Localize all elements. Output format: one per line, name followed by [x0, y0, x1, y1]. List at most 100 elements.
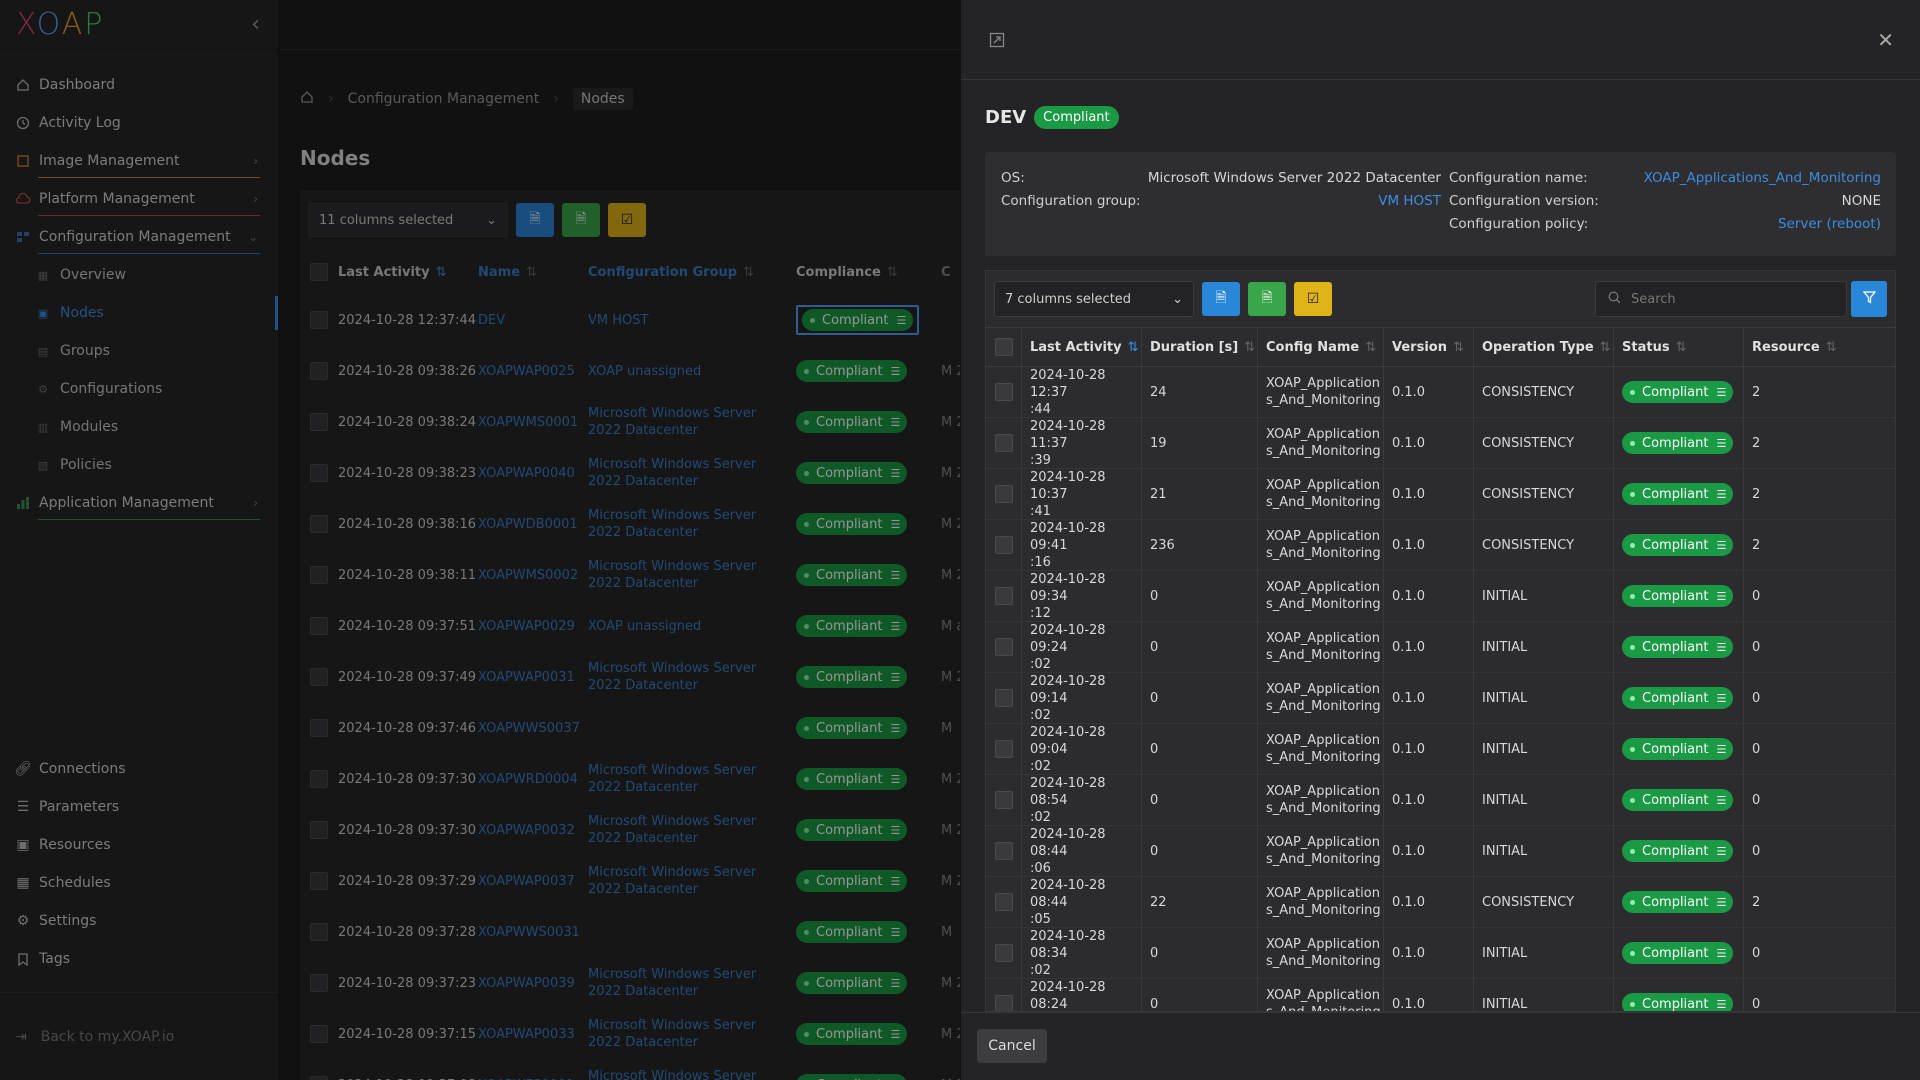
table-row[interactable]: 2024-10-28 09:14:02 0 XOAP_Application s_An… [986, 673, 1895, 724]
compliance-badge[interactable]: Compliant ☰ [1622, 993, 1734, 1011]
compliance-badge[interactable]: Compliant ☰ [796, 717, 908, 739]
node-name-link[interactable]: XOAPWWS0031 [478, 924, 580, 940]
cancel-button[interactable]: Cancel [977, 1029, 1047, 1063]
config-group-link[interactable]: XOAP unassigned [588, 363, 702, 379]
table-row[interactable]: 2024-10-28 12:37:44 DEV VM HOST Compliant ☰ [300, 294, 980, 345]
row-checkbox[interactable] [994, 995, 1013, 1011]
sidebar-sub-nodes[interactable]: ▣ Nodes [0, 294, 278, 332]
sidebar-sub-configurations[interactable]: ⚙ Configurations [0, 370, 278, 408]
row-checkbox[interactable] [310, 413, 328, 431]
node-name-link[interactable]: XOAPWMS0002 [478, 567, 579, 583]
table-row[interactable]: 2024-10-28 09:37:23 XOAPWAP0039 Microsoft … [300, 957, 980, 1008]
close-icon[interactable]: ✕ [1877, 28, 1894, 52]
compliance-badge[interactable]: Compliant ☰ [1622, 381, 1734, 403]
bulk-action-button[interactable]: ☑ [608, 203, 646, 237]
row-checkbox[interactable] [994, 536, 1013, 554]
columns-select[interactable]: 11 columns selected ⌄ [308, 203, 508, 237]
compliance-badge[interactable]: Compliant ☰ [796, 513, 908, 535]
table-row[interactable]: 2024-10-28 09:24:02 0 XOAP_Application s_An… [986, 622, 1895, 673]
config-group-link[interactable]: Microsoft Windows Server 2022 Datacenter [588, 763, 757, 795]
compliance-badge[interactable]: Compliant ☰ [1622, 891, 1734, 913]
export-csv-button[interactable]: 🗎︎ [516, 203, 554, 237]
config-group-link[interactable]: Microsoft Windows Server 2022 Datacenter [588, 406, 757, 438]
config-group-link[interactable]: XOAP unassigned [588, 618, 702, 634]
table-row[interactable]: 2024-10-28 08:44:06 0 XOAP_Application s_An… [986, 826, 1895, 877]
columns-select[interactable]: 7 columns selected ⌄ [994, 281, 1194, 317]
row-checkbox[interactable] [310, 566, 328, 584]
compliance-badge[interactable]: Compliant ☰ [1622, 585, 1734, 607]
table-row[interactable]: 2024-10-28 09:38:11 XOAPWMS0002 Microsoft … [300, 549, 980, 600]
sort-icon[interactable]: ⇅ [1365, 339, 1377, 355]
table-row[interactable]: 2024-10-28 09:37:51 XOAPWAP0029 XOAP unass… [300, 600, 980, 651]
compliance-badge[interactable]: Compliant ☰ [1622, 636, 1734, 658]
table-row[interactable]: 2024-10-28 09:38:24 XOAPWMS0001 Microsoft … [300, 396, 980, 447]
row-checkbox[interactable] [994, 434, 1013, 452]
sidebar-item-resources[interactable]: ▣ Resources [0, 826, 278, 864]
row-checkbox[interactable] [310, 1076, 328, 1080]
row-checkbox[interactable] [310, 311, 328, 329]
node-name-link[interactable]: XOAPWAP0033 [478, 1026, 575, 1042]
compliance-badge[interactable]: Compliant ☰ [1622, 789, 1734, 811]
sort-icon[interactable]: ⇅ [526, 264, 537, 280]
compliance-badge[interactable]: Compliant ☰ [802, 309, 914, 331]
table-row[interactable]: 2024-10-28 09:37:29 XOAPWAP0037 Microsoft … [300, 855, 980, 906]
compliance-badge[interactable]: Compliant ☰ [796, 615, 908, 637]
sidebar-sub-groups[interactable]: ▤ Groups [0, 332, 278, 370]
sidebar-item-settings[interactable]: ⚙ Settings [0, 902, 278, 940]
table-row[interactable]: 2024-10-28 08:24:020XOAP_Applications_An… [986, 979, 1895, 1011]
sidebar-sub-policies[interactable]: ▧ Policies [0, 446, 278, 484]
compliance-badge[interactable]: Compliant ☰ [796, 564, 908, 586]
row-checkbox[interactable] [994, 689, 1013, 707]
compliance-badge[interactable]: Compliant ☰ [1622, 687, 1734, 709]
compliance-badge[interactable]: Compliant ☰ [1622, 432, 1734, 454]
compliance-badge[interactable]: Compliant ☰ [796, 1074, 908, 1080]
table-row[interactable]: 2024-10-28 09:34:12 0 XOAP_Application s_An… [986, 571, 1895, 622]
node-name-link[interactable]: XOAPWAP0039 [478, 975, 575, 991]
sidebar-item-parameters[interactable]: ☰ Parameters [0, 788, 278, 826]
table-row[interactable]: 2024-10-28 09:37:15 XOAPWAP0033 Microsoft … [300, 1008, 980, 1059]
row-checkbox[interactable] [310, 770, 328, 788]
export-excel-button[interactable]: 🗎︎ [1248, 282, 1286, 316]
row-checkbox[interactable] [310, 923, 328, 941]
header-operation-type[interactable]: Operation Type ⇅ [1474, 328, 1614, 366]
header-compliance[interactable]: Compliance ⇅ [791, 265, 941, 280]
row-checkbox[interactable] [994, 638, 1013, 656]
config-name-link[interactable]: XOAP_Applications_And_Monitoring [1643, 170, 1881, 186]
row-checkbox[interactable] [994, 485, 1013, 503]
row-checkbox[interactable] [310, 1025, 328, 1043]
node-name-link[interactable]: DEV [478, 312, 506, 328]
config-group-link[interactable]: Microsoft Windows Server 2022 Datacenter [588, 814, 757, 846]
row-checkbox[interactable] [994, 893, 1013, 911]
table-row[interactable]: 2024-10-28 09:38:23 XOAPWAP0040 Microsoft … [300, 447, 980, 498]
sidebar-item-tags[interactable]: Tags [0, 940, 278, 978]
select-all-checkbox[interactable] [310, 263, 328, 281]
sort-asc-icon[interactable]: ⇅ [1127, 339, 1139, 355]
node-name-link[interactable]: XOAPWAP0029 [478, 618, 575, 634]
row-checkbox[interactable] [310, 668, 328, 686]
table-row[interactable]: 2024-10-28 12:37:44 24 XOAP_Application s_A… [986, 367, 1895, 418]
config-policy-link[interactable]: Server (reboot) [1777, 216, 1881, 232]
table-row[interactable]: 2024-10-28 08:44:05 22 XOAP_Application s_A… [986, 877, 1895, 928]
header-name[interactable]: Name ⇅ [478, 265, 588, 280]
table-row[interactable]: 2024-10-28 10:37:41 21 XOAP_Application s_A… [986, 469, 1895, 520]
table-row[interactable]: 2024-10-28 09:41:16 236 XOAP_Application s_… [986, 520, 1895, 571]
table-row[interactable]: 2024-10-28 09:37:30 XOAPWRD0004 Microsoft … [300, 753, 980, 804]
node-name-link[interactable]: XOAPWFS0001 [478, 1078, 588, 1080]
header-duration[interactable]: Duration [s] ⇅ [1142, 328, 1258, 366]
compliance-badge[interactable]: Compliant ☰ [796, 768, 908, 790]
config-group-link[interactable]: Microsoft Windows Server 2022 Datacenter [588, 661, 757, 693]
sidebar-item-connections[interactable]: 🔗︎ Connections [0, 750, 278, 788]
row-checkbox[interactable] [310, 719, 328, 737]
export-csv-button[interactable]: 🗎︎ [1202, 282, 1240, 316]
config-group-link[interactable]: VM HOST [1378, 193, 1441, 209]
sidebar-item-configuration-management[interactable]: Configuration Management ⌄ [0, 218, 278, 256]
table-row[interactable]: 2024-10-28 09:37:46 XOAPWWS0037 Compliant ☰… [300, 702, 980, 753]
table-row[interactable]: 2024-10-28 09:37:49 XOAPWAP0031 Microsoft … [300, 651, 980, 702]
home-icon[interactable] [300, 90, 314, 108]
config-group-link[interactable]: Microsoft Windows Server 2022 Datacenter [588, 967, 757, 999]
sidebar-item-dashboard[interactable]: Dashboard [0, 66, 278, 104]
breadcrumb-section[interactable]: Configuration Management [347, 91, 540, 107]
row-checkbox[interactable] [994, 740, 1013, 758]
row-checkbox[interactable] [994, 791, 1013, 809]
row-checkbox[interactable] [310, 974, 328, 992]
